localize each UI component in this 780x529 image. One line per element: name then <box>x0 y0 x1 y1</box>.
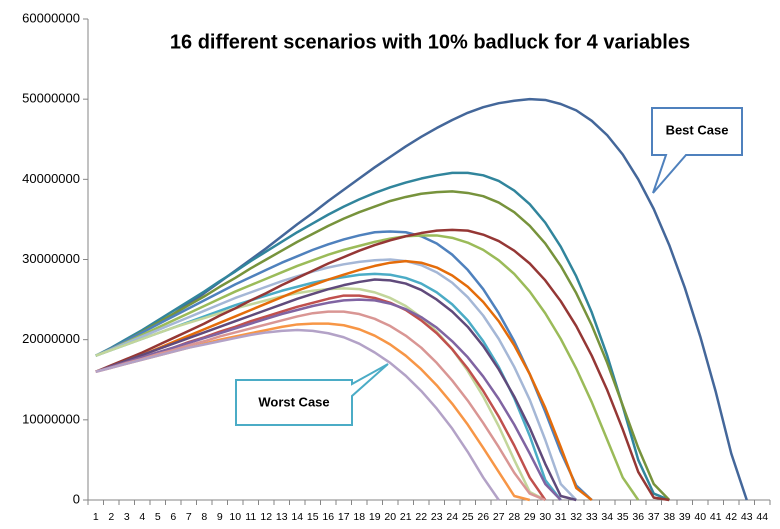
x-tick-label: 3 <box>124 511 130 523</box>
x-tick-label: 17 <box>338 511 350 523</box>
x-tick-label: 22 <box>415 511 427 523</box>
x-tick-label: 41 <box>710 511 722 523</box>
series-line <box>95 228 670 502</box>
series-line <box>95 230 593 501</box>
x-tick-label: 15 <box>307 511 319 523</box>
x-tick-label: 4 <box>139 511 145 523</box>
x-tick-label: 30 <box>539 511 551 523</box>
x-tick-label: 21 <box>400 511 412 523</box>
y-tick-label: 40000000 <box>22 171 80 186</box>
x-tick-label: 1 <box>93 511 99 523</box>
series-line <box>95 190 671 501</box>
series-line <box>95 298 562 501</box>
annotation: Best Case <box>666 122 729 137</box>
x-tick-label: 34 <box>601 511 613 523</box>
x-tick-label: 13 <box>276 511 288 523</box>
x-tick-label: 28 <box>508 511 520 523</box>
x-tick-label: 14 <box>291 511 303 523</box>
x-tick-label: 25 <box>462 511 474 523</box>
x-tick-label: 24 <box>446 511 458 523</box>
series-line <box>95 258 578 501</box>
annotation: Worst Case <box>258 394 329 409</box>
x-tick-label: 33 <box>586 511 598 523</box>
x-tick-label: 16 <box>322 511 334 523</box>
x-tick-label: 18 <box>353 511 365 523</box>
series-line <box>95 278 577 502</box>
series-line <box>95 287 546 502</box>
worst-case-callout: Worst Case <box>235 363 389 426</box>
x-tick-label: 43 <box>741 511 753 523</box>
x-tick-label: 31 <box>555 511 567 523</box>
x-tick-label: 35 <box>617 511 629 523</box>
x-tick-label: 7 <box>186 511 192 523</box>
x-tick-label: 42 <box>725 511 737 523</box>
x-tick-label: 26 <box>477 511 489 523</box>
series-line <box>95 259 593 501</box>
y-tick-label: 10000000 <box>22 411 80 426</box>
y-tick-label: 30000000 <box>22 251 80 266</box>
x-tick-label: 38 <box>663 511 675 523</box>
series-line <box>95 234 640 501</box>
x-tick-label: 2 <box>108 511 114 523</box>
x-tick-label: 6 <box>170 511 176 523</box>
x-tick-label: 11 <box>245 511 256 523</box>
callout-box <box>235 363 389 426</box>
y-tick-label: 60000000 <box>22 10 80 25</box>
best-case-callout: Best Case <box>651 107 743 194</box>
x-tick-label: 19 <box>369 511 381 523</box>
x-tick-label: 20 <box>384 511 396 523</box>
callout-box <box>651 107 743 194</box>
x-tick-label: 8 <box>201 511 207 523</box>
x-tick-label: 39 <box>679 511 691 523</box>
chart-title: 16 different scenarios with 10% badluck … <box>170 31 690 53</box>
x-tick-label: 12 <box>260 511 272 523</box>
plot-area: 0 10000000 20000000 30000000 40000000 5000000… <box>22 10 771 523</box>
x-tick-label: 40 <box>694 511 706 523</box>
series-line <box>95 171 670 502</box>
x-tick-label: 27 <box>493 511 505 523</box>
series-line <box>95 97 748 501</box>
x-tick-label: 36 <box>632 511 644 523</box>
y-tick-label: 0 <box>73 491 80 506</box>
x-tick-label: 32 <box>570 511 582 523</box>
x-tick-label: 29 <box>524 511 536 523</box>
x-tick-label: 9 <box>217 511 223 523</box>
x-tick-label: 23 <box>431 511 443 523</box>
x-tick-label: 44 <box>756 511 768 523</box>
x-tick-label: 5 <box>155 511 161 523</box>
x-tick-label: 37 <box>648 511 660 523</box>
y-tick-label: 20000000 <box>22 331 80 346</box>
y-tick-label: 50000000 <box>22 91 80 106</box>
series-line <box>95 328 500 501</box>
x-tick-label: 10 <box>229 511 241 523</box>
series-line <box>95 310 546 502</box>
